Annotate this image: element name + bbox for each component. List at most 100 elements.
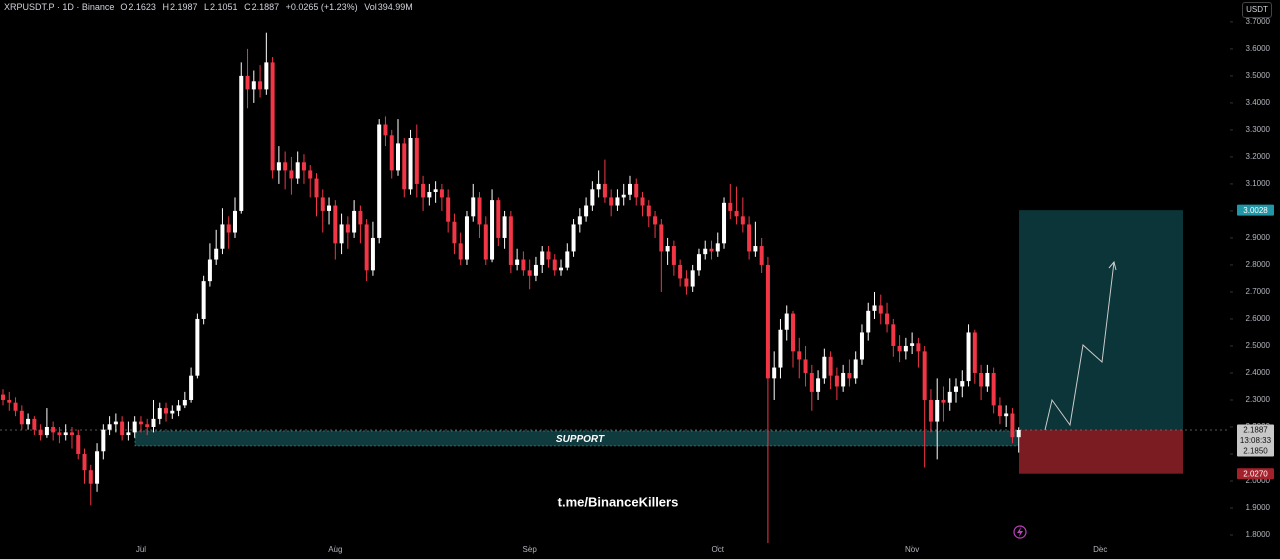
candle-body [834, 375, 839, 387]
candle-body [665, 246, 670, 252]
candle-body [7, 399, 12, 403]
candle-body [916, 343, 921, 352]
candle-body [1, 394, 6, 400]
candle-body [258, 81, 263, 90]
candle-body [646, 205, 651, 217]
close-value: 2.1887 [251, 2, 280, 12]
candle-body [427, 192, 432, 198]
candle-body [546, 251, 551, 260]
candle-body [502, 216, 507, 238]
volume-label: Vol [364, 2, 377, 12]
y-tick-label: 2.8000 [1246, 260, 1271, 269]
support-price-tag: 2.1850 [1243, 447, 1268, 456]
support-label: SUPPORT [556, 434, 605, 445]
candle-body [182, 399, 187, 406]
y-tick-label: 3.7000 [1246, 17, 1271, 26]
candle-body [270, 62, 275, 171]
x-tick-label: Nov [905, 545, 919, 554]
candle-body [527, 270, 532, 276]
candle-body [584, 205, 589, 217]
candle-body [577, 216, 582, 225]
candle-body [533, 264, 538, 276]
candle-body [772, 367, 777, 379]
high-value: 2.1987 [169, 2, 198, 12]
candle-body [301, 162, 306, 171]
candle-body [966, 332, 971, 382]
candle-body [383, 124, 388, 136]
plot-layer: SUPPORT t.me/BinanceKillers 1.8000 1.9000 2.… [0, 17, 1274, 554]
candle-body [151, 418, 156, 427]
y-tick-label: 2.9000 [1246, 233, 1271, 242]
candle-body [170, 410, 175, 414]
symbol-header: XRPUSDT.P · 1D · Binance O2.1623 H2.1987… [4, 2, 414, 12]
candle-body [740, 216, 745, 225]
candle-body [954, 386, 959, 392]
y-tick-label: 2.5000 [1246, 341, 1271, 350]
currency-button[interactable]: USDT [1242, 2, 1272, 18]
candle-body [941, 399, 946, 403]
candle-body [446, 197, 451, 222]
candle-body [433, 189, 438, 193]
candle-body [132, 421, 137, 433]
candle-body [872, 305, 877, 311]
candle-body [164, 408, 169, 414]
candle-body [671, 246, 676, 265]
target-zone [1019, 210, 1183, 431]
candle-body [640, 197, 645, 206]
change: +0.0265 (+1.23%) [285, 2, 358, 12]
candle-body [809, 372, 814, 392]
candle-body [76, 435, 81, 454]
candle-body [715, 243, 720, 252]
candle-body [320, 197, 325, 211]
y-tick-label: 3.4000 [1246, 98, 1271, 107]
candle-body [226, 224, 231, 233]
candle-body [521, 259, 526, 271]
candle-body [245, 75, 250, 90]
candle-body [439, 189, 444, 198]
candle-body [314, 178, 319, 198]
candle-body [195, 318, 200, 376]
x-tick-label: Aug [328, 545, 342, 554]
last-price-tag-countdown: 13:08:33 [1240, 436, 1272, 445]
candle-body [402, 143, 407, 190]
candle-body [972, 332, 977, 373]
candle-body [57, 432, 62, 436]
candle-body [389, 135, 394, 171]
candle-body [370, 237, 375, 271]
candle-body [63, 432, 68, 436]
candle-body [615, 197, 620, 206]
candle-body [891, 324, 896, 346]
high-label: H [162, 2, 169, 12]
candle-body [853, 359, 858, 379]
candle-body [728, 202, 733, 211]
candle-body [82, 453, 87, 471]
candle-body [308, 170, 313, 179]
candle-body [345, 224, 350, 233]
candle-body [220, 224, 225, 249]
candle-body [51, 426, 56, 433]
candle-body [120, 421, 125, 436]
candle-body [784, 313, 789, 330]
candle-body [822, 356, 827, 379]
candle-body [88, 470, 93, 484]
y-tick-label: 2.7000 [1246, 287, 1271, 296]
candle-body [352, 210, 357, 233]
candle-body [609, 197, 614, 206]
candle-body [602, 183, 607, 198]
close-label: C [244, 2, 251, 12]
lightning-icon [1013, 525, 1027, 539]
candle-body [565, 251, 570, 268]
candle-body [797, 351, 802, 360]
candle-body [339, 224, 344, 244]
target-price-tag-bg [1237, 204, 1274, 216]
candle-body [32, 418, 37, 430]
candle-body [841, 372, 846, 387]
y-tick-label: 2.6000 [1246, 314, 1271, 323]
open-label: O [120, 2, 128, 12]
y-tick-label: 1.9000 [1246, 503, 1271, 512]
last-price-tag: 2.1887 [1243, 426, 1268, 435]
watermark: t.me/BinanceKillers [558, 494, 679, 509]
candle-body [327, 205, 332, 211]
candle-body [232, 210, 237, 233]
